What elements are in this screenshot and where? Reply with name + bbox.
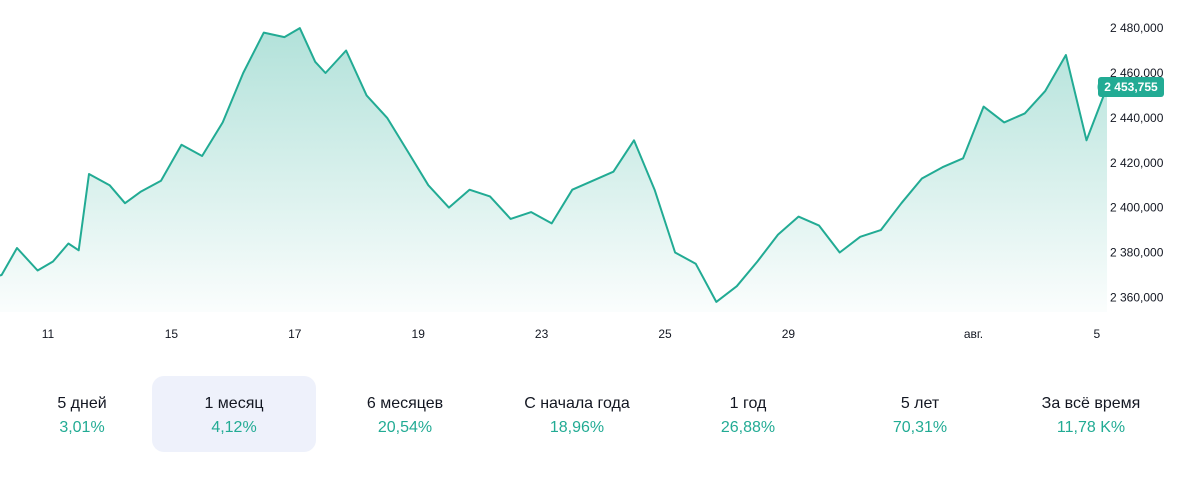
x-tick-label: 11 <box>42 327 55 341</box>
series-line <box>0 27 1108 303</box>
period-1-year[interactable]: 1 год 26,88% <box>666 376 830 452</box>
x-tick-label: 19 <box>412 327 426 341</box>
period-ytd[interactable]: С начала года 18,96% <box>495 376 659 452</box>
y-tick-label: 2 420,000 <box>1110 156 1164 170</box>
x-tick-label: 29 <box>782 327 796 341</box>
y-tick-label: 2 400,000 <box>1110 201 1164 215</box>
price-badge-label: 2 453,755 <box>1104 80 1158 94</box>
y-tick-label: 2 360,000 <box>1110 290 1164 304</box>
x-tick-label: 5 <box>1094 327 1101 341</box>
period-label: С начала года <box>524 395 630 412</box>
period-label: 5 лет <box>900 395 940 412</box>
series-line-group <box>0 27 1108 303</box>
x-tick-label: авг. <box>964 327 983 341</box>
y-tick-label: 2 380,000 <box>1110 246 1164 260</box>
y-axis: 2 360,000 2 380,000 2 400,000 2 420,000 2 44… <box>1110 21 1164 304</box>
period-label: 5 дней <box>57 395 107 412</box>
y-tick-label: 2 480,000 <box>1110 21 1164 35</box>
last-price-marker: 2 453,755 <box>1097 77 1164 98</box>
x-tick-label: 23 <box>535 327 549 341</box>
x-tick-label: 15 <box>165 327 179 341</box>
period-change: 20,54% <box>377 419 433 436</box>
y-tick-label: 2 460,000 <box>1110 66 1164 80</box>
period-1-month[interactable]: 1 месяц 4,12% <box>152 376 316 452</box>
period-all-time[interactable]: За всё время 11,78 K% <box>1009 376 1173 452</box>
price-chart[interactable]: 2 360,000 2 380,000 2 400,000 2 420,000 2 44… <box>0 0 1200 360</box>
period-label: 1 месяц <box>204 395 264 412</box>
x-tick-label: 17 <box>288 327 302 341</box>
period-change: 26,88% <box>720 419 776 436</box>
price-badge <box>1098 77 1164 98</box>
period-selector: 5 дней 3,01% 1 месяц 4,12% 6 месяцев 20,… <box>0 376 1200 452</box>
period-change: 18,96% <box>549 419 605 436</box>
period-change: 3,01% <box>59 419 105 436</box>
period-5-years[interactable]: 5 лет 70,31% <box>838 376 1002 452</box>
period-label: За всё время <box>1041 395 1141 412</box>
period-label: 6 месяцев <box>366 395 444 412</box>
period-change: 4,12% <box>211 419 257 436</box>
x-axis: 11 15 17 19 23 25 29 авг. 5 <box>42 327 1101 341</box>
period-6-months[interactable]: 6 месяцев 20,54% <box>323 376 487 452</box>
y-tick-label: 2 440,000 <box>1110 111 1164 125</box>
period-5-days[interactable]: 5 дней 3,01% <box>0 376 164 452</box>
period-change: 70,31% <box>892 419 948 436</box>
period-change: 11,78 K% <box>1056 419 1126 436</box>
period-label: 1 год <box>729 395 767 412</box>
x-tick-label: 25 <box>658 327 672 341</box>
